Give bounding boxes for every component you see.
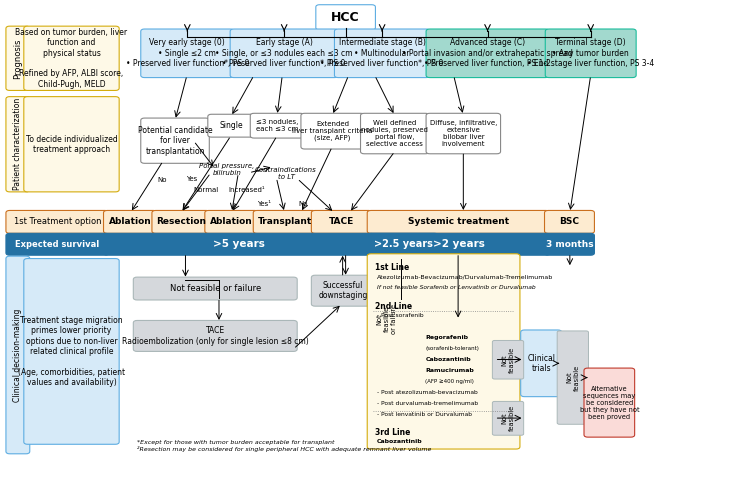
Text: >2 years: >2 years xyxy=(432,240,484,249)
Text: Yes¹: Yes¹ xyxy=(257,201,270,207)
FancyBboxPatch shape xyxy=(24,259,119,445)
Text: 2nd Line: 2nd Line xyxy=(375,302,412,311)
FancyBboxPatch shape xyxy=(6,210,108,233)
Text: Prognosis: Prognosis xyxy=(14,38,23,79)
Text: HCC: HCC xyxy=(331,11,360,24)
Text: Patient characterization: Patient characterization xyxy=(14,98,23,190)
Text: 3rd Line: 3rd Line xyxy=(375,428,410,437)
FancyBboxPatch shape xyxy=(584,368,635,437)
FancyBboxPatch shape xyxy=(545,29,636,78)
FancyBboxPatch shape xyxy=(6,233,108,255)
Text: Based on tumor burden, liver
function and
physical status

Refined by AFP, ALBI : Based on tumor burden, liver function an… xyxy=(15,28,127,89)
Text: Not
feasible: Not feasible xyxy=(501,405,514,432)
Text: Not
feasible: Not feasible xyxy=(566,365,579,391)
Text: Normal: Normal xyxy=(194,187,219,193)
Text: Treatment stage migration
primes lower priority
options due to non-liver
related: Treatment stage migration primes lower p… xyxy=(18,316,125,387)
FancyBboxPatch shape xyxy=(544,210,594,233)
Text: If not feasible Sorafenib or Lenvatinib or Durvalumab: If not feasible Sorafenib or Lenvatinib … xyxy=(377,285,535,290)
FancyBboxPatch shape xyxy=(133,320,297,352)
FancyBboxPatch shape xyxy=(141,118,209,163)
FancyBboxPatch shape xyxy=(6,26,30,91)
FancyBboxPatch shape xyxy=(24,26,119,91)
Text: Clinical
trials: Clinical trials xyxy=(527,354,555,373)
Text: >5 years: >5 years xyxy=(213,240,264,249)
Text: Expected survival: Expected survival xyxy=(15,240,99,249)
FancyBboxPatch shape xyxy=(103,233,374,255)
Text: >2.5 years: >2.5 years xyxy=(374,240,433,249)
Text: TACE: TACE xyxy=(329,217,355,227)
Text: Contraindications
to LT: Contraindications to LT xyxy=(255,167,317,180)
Text: Resection: Resection xyxy=(156,217,206,227)
FancyBboxPatch shape xyxy=(253,210,316,233)
FancyBboxPatch shape xyxy=(24,97,119,192)
Text: Advanced stage (C)
• Portal invasion and/or extrahepatic spread
• Preserved live: Advanced stage (C) • Portal invasion and… xyxy=(402,38,573,68)
Text: Alternative
sequences may
be considered
but they have not
been proved: Alternative sequences may be considered … xyxy=(580,386,639,420)
Text: (AFP ≥400 ng/ml): (AFP ≥400 ng/ml) xyxy=(425,379,474,384)
Text: Very early stage (0)
• Single ≤2 cm
• Preserved liver function*, PS 0: Very early stage (0) • Single ≤2 cm • Pr… xyxy=(126,38,249,68)
FancyBboxPatch shape xyxy=(361,114,429,154)
FancyBboxPatch shape xyxy=(520,330,562,397)
FancyBboxPatch shape xyxy=(301,114,364,149)
Text: - Post lenvatinib or Durvalumab: - Post lenvatinib or Durvalumab xyxy=(377,411,472,417)
Text: *Except for those with tumor burden acceptable for transplant: *Except for those with tumor burden acce… xyxy=(137,440,334,445)
FancyBboxPatch shape xyxy=(152,210,210,233)
FancyBboxPatch shape xyxy=(544,233,594,255)
FancyBboxPatch shape xyxy=(250,114,304,138)
Text: - Post atezolizumab-bevacizumab: - Post atezolizumab-bevacizumab xyxy=(377,390,477,395)
Text: Ablation: Ablation xyxy=(210,217,253,227)
FancyBboxPatch shape xyxy=(103,210,157,233)
Text: Not
feasible: Not feasible xyxy=(501,347,514,373)
Text: Terminal stage (D)
• Any tumor burden
• End stage liver function, PS 3-4: Terminal stage (D) • Any tumor burden • … xyxy=(527,38,654,68)
Text: - Post sorafenib: - Post sorafenib xyxy=(377,313,423,318)
FancyBboxPatch shape xyxy=(208,114,254,137)
Text: Atezolizumab-Bevacizumab/Durvalumab-Tremelimumab: Atezolizumab-Bevacizumab/Durvalumab-Trem… xyxy=(377,274,553,279)
FancyBboxPatch shape xyxy=(141,29,234,78)
FancyBboxPatch shape xyxy=(367,254,520,449)
Text: Yes: Yes xyxy=(186,176,197,182)
Text: Not
feasible
or failure: Not feasible or failure xyxy=(376,304,397,334)
Text: TACE
Radioembolization (only for single lesion ≤8 cm): TACE Radioembolization (only for single … xyxy=(122,326,309,346)
Text: Potential candidate
for liver
transplantation: Potential candidate for liver transplant… xyxy=(138,126,212,156)
Text: Intermediate stage (B)
• Multinodular
• Preserved liver function*, PS 0: Intermediate stage (B) • Multinodular • … xyxy=(321,38,444,68)
Text: Transplant: Transplant xyxy=(258,217,312,227)
Text: Successful
downstaging: Successful downstaging xyxy=(319,281,367,300)
FancyBboxPatch shape xyxy=(426,29,549,78)
FancyBboxPatch shape xyxy=(133,277,297,300)
Text: To decide individualized
treatment approach: To decide individualized treatment appro… xyxy=(26,135,117,154)
FancyBboxPatch shape xyxy=(492,401,523,435)
Text: 1st Treatment option: 1st Treatment option xyxy=(14,217,101,227)
Text: Cabozantinib: Cabozantinib xyxy=(377,439,422,444)
Text: (sorafenib-tolerant): (sorafenib-tolerant) xyxy=(425,346,479,351)
FancyBboxPatch shape xyxy=(311,210,373,233)
FancyBboxPatch shape xyxy=(426,114,501,154)
FancyBboxPatch shape xyxy=(205,210,258,233)
Text: Early stage (A)
• Single, or ≤3 nodules each ≤3 cm
• Preserved liver function*, : Early stage (A) • Single, or ≤3 nodules … xyxy=(215,38,353,68)
Text: Clinical decision-making: Clinical decision-making xyxy=(14,308,23,402)
Text: No: No xyxy=(157,177,166,183)
Text: ²Resection may be considered for single peripheral HCC with adequate remnant liv: ²Resection may be considered for single … xyxy=(137,446,431,452)
FancyBboxPatch shape xyxy=(369,233,438,255)
FancyBboxPatch shape xyxy=(316,5,376,30)
Text: Ablation: Ablation xyxy=(109,217,151,227)
Text: Extended
liver transplant criteria
(size, AFP): Extended liver transplant criteria (size… xyxy=(292,121,373,141)
Text: No: No xyxy=(298,201,308,207)
FancyBboxPatch shape xyxy=(370,297,403,341)
Text: Diffuse, infiltrative,
extensive
bilobar liver
involvement: Diffuse, infiltrative, extensive bilobar… xyxy=(430,120,497,147)
Text: Cabozantinib: Cabozantinib xyxy=(425,357,471,362)
Text: BSC: BSC xyxy=(559,217,580,227)
FancyBboxPatch shape xyxy=(557,331,589,424)
Text: ≤3 nodules,
each ≤3 cm: ≤3 nodules, each ≤3 cm xyxy=(256,119,298,132)
Text: 1st Line: 1st Line xyxy=(375,263,409,272)
FancyBboxPatch shape xyxy=(367,233,550,255)
Text: Portal pressure,
bilirubin: Portal pressure, bilirubin xyxy=(200,162,255,176)
Text: Systemic treatment: Systemic treatment xyxy=(408,217,509,227)
Text: - Post durvalumab-tremelimumab: - Post durvalumab-tremelimumab xyxy=(377,401,478,406)
FancyBboxPatch shape xyxy=(334,29,430,78)
Text: Ramucirumab: Ramucirumab xyxy=(425,368,474,373)
Text: Well defined
nodules, preserved
portal flow,
selective access: Well defined nodules, preserved portal f… xyxy=(361,120,428,147)
FancyBboxPatch shape xyxy=(6,256,30,454)
Text: Increased¹: Increased¹ xyxy=(228,187,265,193)
Text: Single: Single xyxy=(219,121,242,130)
Text: 3 months: 3 months xyxy=(546,240,593,249)
Text: Not feasible or failure: Not feasible or failure xyxy=(169,284,261,293)
